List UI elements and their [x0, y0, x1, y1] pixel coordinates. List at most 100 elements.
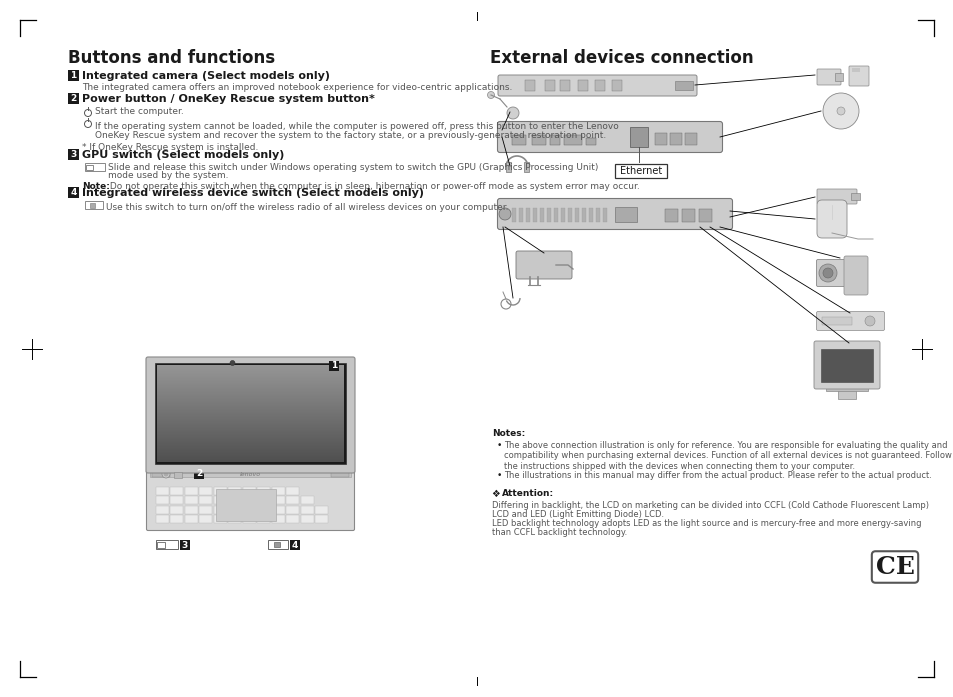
Text: Start the computer.: Start the computer. — [95, 107, 184, 116]
Text: •: • — [497, 441, 502, 450]
Bar — [301, 496, 314, 504]
Bar — [563, 135, 581, 145]
Bar — [229, 505, 241, 514]
Bar — [157, 400, 344, 401]
Bar — [157, 395, 344, 396]
Bar — [157, 415, 344, 416]
Bar — [157, 433, 344, 434]
Bar — [157, 447, 344, 448]
Text: Attention:: Attention: — [501, 489, 554, 498]
Bar — [157, 374, 344, 375]
Bar — [539, 208, 543, 222]
Bar — [525, 208, 530, 222]
Bar — [272, 487, 285, 494]
Bar — [157, 459, 344, 460]
Text: 1: 1 — [71, 71, 76, 80]
Bar — [157, 416, 344, 417]
Bar — [157, 435, 344, 436]
Bar — [157, 389, 344, 390]
FancyBboxPatch shape — [497, 199, 732, 229]
Bar — [157, 422, 344, 423]
FancyBboxPatch shape — [843, 256, 867, 295]
Text: Buttons and functions: Buttons and functions — [68, 49, 274, 67]
Bar — [825, 385, 867, 391]
Bar — [157, 406, 344, 407]
Bar — [180, 540, 190, 550]
Bar — [681, 209, 695, 222]
Bar — [157, 408, 344, 409]
Bar — [157, 442, 344, 443]
Bar — [850, 193, 859, 200]
Text: 4: 4 — [292, 540, 298, 549]
Text: •: • — [497, 471, 502, 480]
Bar — [157, 436, 344, 437]
Bar — [156, 505, 169, 514]
Bar — [157, 407, 344, 408]
Bar — [68, 149, 79, 160]
Text: The above connection illustration is only for reference. You are responsible for: The above connection illustration is onl… — [503, 441, 951, 470]
Bar — [675, 81, 692, 90]
Circle shape — [818, 264, 836, 282]
Bar — [86, 164, 92, 169]
Bar — [595, 80, 604, 91]
Bar — [615, 164, 666, 178]
Bar — [157, 460, 344, 461]
Bar — [272, 496, 285, 504]
Bar — [157, 365, 344, 366]
Text: * If OneKey Rescue system is installed.: * If OneKey Rescue system is installed. — [82, 143, 258, 152]
Circle shape — [498, 208, 511, 220]
Bar — [156, 496, 169, 504]
Bar — [157, 378, 344, 379]
Circle shape — [487, 91, 494, 98]
Bar — [157, 423, 344, 424]
Bar — [157, 382, 344, 383]
Text: 2: 2 — [71, 94, 76, 103]
Bar — [157, 366, 344, 367]
Circle shape — [506, 107, 518, 119]
Bar — [171, 487, 183, 494]
Bar — [268, 540, 288, 549]
Text: ❖: ❖ — [492, 489, 503, 499]
Bar — [157, 440, 344, 441]
Bar — [821, 349, 872, 382]
Bar — [243, 487, 255, 494]
Bar — [193, 469, 204, 479]
Bar — [157, 418, 344, 419]
Bar — [157, 378, 344, 380]
FancyBboxPatch shape — [146, 357, 355, 473]
Bar — [157, 411, 344, 412]
Text: The illustrations in this manual may differ from the actual product. Please refe: The illustrations in this manual may dif… — [503, 471, 931, 480]
Bar — [512, 135, 525, 145]
Bar — [157, 421, 344, 422]
Bar — [315, 515, 328, 523]
Bar — [821, 317, 851, 325]
Bar — [157, 428, 344, 429]
Bar — [524, 80, 535, 91]
Bar — [157, 376, 344, 377]
Bar — [512, 208, 516, 222]
Bar — [243, 505, 255, 514]
Bar — [286, 487, 299, 494]
Bar — [171, 505, 183, 514]
Bar — [157, 441, 344, 442]
Bar — [257, 505, 271, 514]
Bar — [157, 377, 344, 378]
Bar — [215, 489, 275, 521]
Text: Slide and release this switch under Windows operating system to switch the GPU (: Slide and release this switch under Wind… — [108, 163, 598, 172]
Bar — [157, 401, 344, 403]
Bar — [185, 496, 198, 504]
Bar — [157, 430, 344, 431]
Bar — [157, 437, 344, 438]
FancyBboxPatch shape — [816, 189, 856, 204]
Circle shape — [163, 471, 169, 477]
Bar — [157, 443, 344, 444]
Bar — [157, 387, 344, 388]
Bar — [157, 391, 344, 392]
FancyBboxPatch shape — [147, 470, 355, 530]
Text: mode used by the system.: mode used by the system. — [108, 171, 229, 180]
Bar — [157, 447, 344, 449]
Bar — [629, 127, 647, 147]
Bar — [68, 187, 79, 198]
Circle shape — [162, 470, 170, 478]
Bar — [274, 542, 280, 547]
